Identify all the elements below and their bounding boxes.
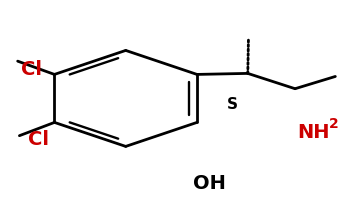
Text: Cl: Cl	[21, 60, 42, 79]
Text: NH: NH	[297, 122, 330, 141]
Text: Cl: Cl	[28, 129, 49, 148]
Text: OH: OH	[193, 173, 226, 192]
Text: S: S	[227, 97, 238, 111]
Text: 2: 2	[329, 116, 339, 130]
